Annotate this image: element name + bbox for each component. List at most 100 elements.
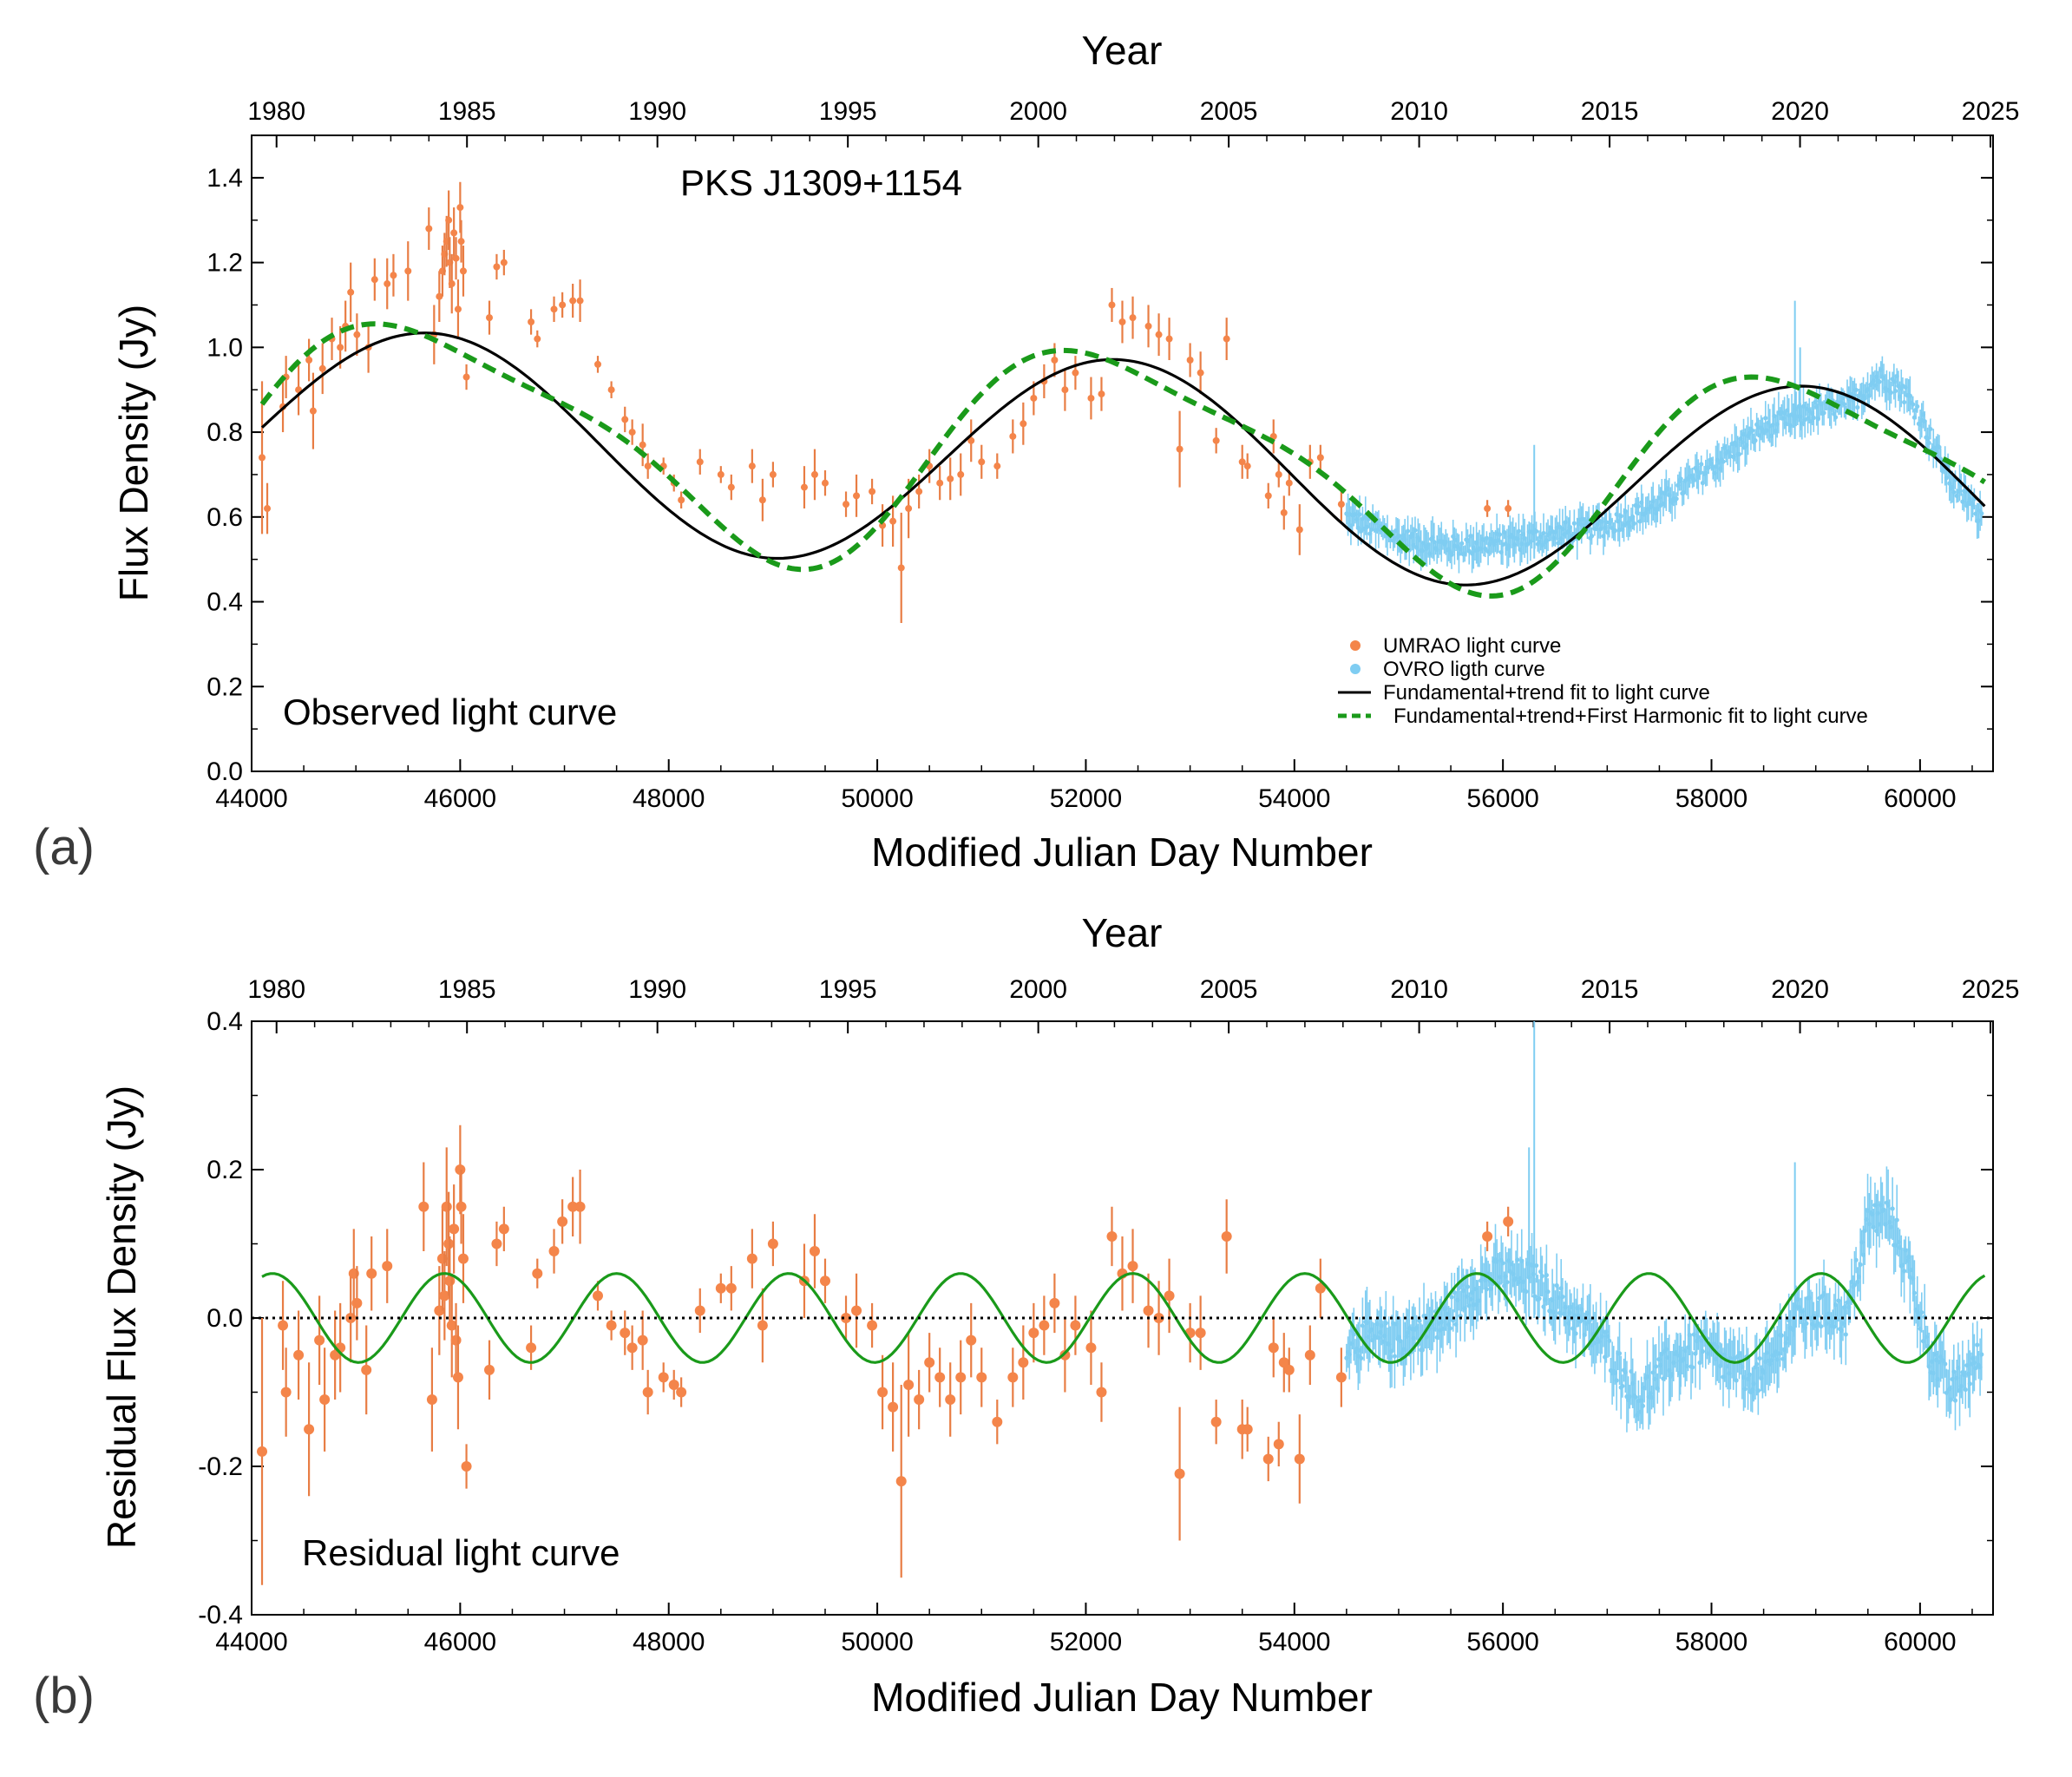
- panel-b: 44000 46000 48000 50000 52000 54000 56000 58000…: [33, 910, 2019, 1724]
- umrao-point: [305, 356, 313, 364]
- umrao-point: [637, 1334, 648, 1346]
- umrao-series: [259, 181, 1512, 623]
- umrao-point: [1212, 436, 1220, 444]
- umrao-point: [450, 229, 458, 237]
- ovro-point: [1451, 1318, 1456, 1323]
- umrao-point: [1295, 526, 1303, 534]
- ovro-point: [1755, 1388, 1761, 1393]
- ovro-point: [1843, 1332, 1848, 1337]
- ovro-point: [1405, 528, 1411, 534]
- umrao-point: [606, 1320, 617, 1331]
- legend-entry: Fundamental+trend fit to light curve: [1383, 681, 1710, 705]
- umrao-point: [456, 1201, 467, 1212]
- x-tick-label: 46000: [424, 1628, 496, 1656]
- umrao-point: [810, 470, 818, 478]
- ovro-point: [1979, 511, 1984, 516]
- x-tick-label: 48000: [633, 784, 705, 813]
- umrao-point: [1278, 1357, 1289, 1368]
- umrao-point: [592, 1290, 603, 1302]
- legend-marker: [1350, 664, 1361, 674]
- ovro-point: [1902, 1269, 1907, 1274]
- umrao-point: [452, 1372, 463, 1383]
- panel-b-y-axis-title: Residual Flux Density (Jy): [99, 1085, 144, 1549]
- ovro-point: [1779, 1333, 1784, 1338]
- umrao-point: [809, 1246, 820, 1257]
- umrao-point: [642, 1387, 653, 1398]
- ovro-point: [1858, 1262, 1863, 1268]
- umrao-point: [1505, 505, 1512, 513]
- panel-a-x-axis-title: Modified Julian Day Number: [871, 829, 1373, 875]
- ovro-point: [1892, 388, 1898, 394]
- ovro-point: [1524, 541, 1531, 547]
- panel-a-y-axis-title: Flux Density (Jy): [111, 305, 156, 601]
- umrao-point: [658, 1372, 669, 1383]
- ovro-point: [1392, 1354, 1398, 1359]
- ovro-point: [1852, 1282, 1858, 1288]
- umrao-point: [877, 1387, 888, 1398]
- umrao-point: [966, 1334, 977, 1346]
- umrao-point: [819, 1275, 830, 1287]
- umrao-point: [459, 267, 467, 275]
- panel-b-label: (b): [33, 1668, 95, 1724]
- ovro-point: [1541, 530, 1546, 536]
- umrao-point: [1143, 1305, 1154, 1316]
- umrao-point: [457, 238, 465, 246]
- ovro-point: [1357, 512, 1362, 517]
- y-tick-label: 0.8: [207, 418, 243, 447]
- umrao-point: [441, 1201, 452, 1212]
- umrao-point: [347, 288, 355, 296]
- umrao-point: [1049, 1297, 1060, 1308]
- x-tick-label: 50000: [841, 1628, 913, 1656]
- umrao-point: [1129, 314, 1137, 322]
- umrao-point: [1039, 1320, 1050, 1331]
- x-tick-label: 54000: [1258, 1628, 1330, 1656]
- ovro-point: [1975, 1342, 1980, 1348]
- ovro-point: [1505, 1280, 1510, 1285]
- x-tick-label: 48000: [633, 1628, 705, 1656]
- umrao-point: [526, 1342, 537, 1354]
- umrao-point: [532, 1268, 543, 1279]
- umrao-point: [769, 470, 777, 478]
- ovro-point: [1359, 1355, 1364, 1361]
- umrao-point: [498, 1223, 509, 1235]
- top-tick-label: 1995: [819, 97, 877, 126]
- y-tick-label: 0.2: [207, 672, 243, 701]
- panel-b-x-axis-title: Modified Julian Day Number: [871, 1675, 1373, 1720]
- ovro-point: [1853, 1257, 1859, 1262]
- observed-curve-annotation: Observed light curve: [283, 692, 617, 732]
- umrao-point: [867, 1320, 878, 1331]
- umrao-point: [947, 475, 954, 482]
- residual-fit-line: [261, 1272, 1986, 1364]
- x-tick-label: 52000: [1050, 1628, 1122, 1656]
- ovro-point: [1516, 528, 1522, 534]
- umrao-point: [1195, 1328, 1206, 1339]
- ovro-point: [1447, 1326, 1452, 1331]
- ovro-point: [1413, 528, 1418, 533]
- x-tick-label: 60000: [1884, 1628, 1956, 1656]
- ovro-point: [1902, 399, 1907, 405]
- top-tick-label: 2010: [1390, 975, 1448, 1004]
- umrao-point: [425, 225, 433, 233]
- umrao-point: [1061, 386, 1069, 394]
- top-tick-label: 2020: [1771, 97, 1829, 126]
- ovro-point: [1534, 528, 1539, 534]
- umrao-point: [1294, 1453, 1305, 1465]
- umrao-point: [889, 517, 897, 525]
- umrao-point: [426, 1394, 437, 1406]
- umrao-point: [330, 1349, 341, 1361]
- umrao-point: [967, 436, 975, 444]
- y-tick-label: -0.4: [198, 1601, 243, 1629]
- umrao-point: [446, 1320, 457, 1331]
- ovro-point: [1465, 1284, 1471, 1289]
- x-tick-label: 60000: [1884, 784, 1956, 813]
- ovro-point: [1967, 1381, 1972, 1387]
- umrao-point: [1482, 1230, 1493, 1242]
- umrao-point: [869, 488, 876, 495]
- x-tick-label: 58000: [1675, 1628, 1747, 1656]
- umrao-point: [936, 479, 944, 487]
- top-tick-label: 1985: [438, 97, 496, 126]
- umrao-point: [725, 1282, 737, 1294]
- umrao-point: [353, 331, 361, 338]
- panel-a-ticks: 44000 46000 48000 50000 52000 54000 56000 58000…: [207, 97, 2019, 813]
- ovro-point: [1819, 1324, 1824, 1329]
